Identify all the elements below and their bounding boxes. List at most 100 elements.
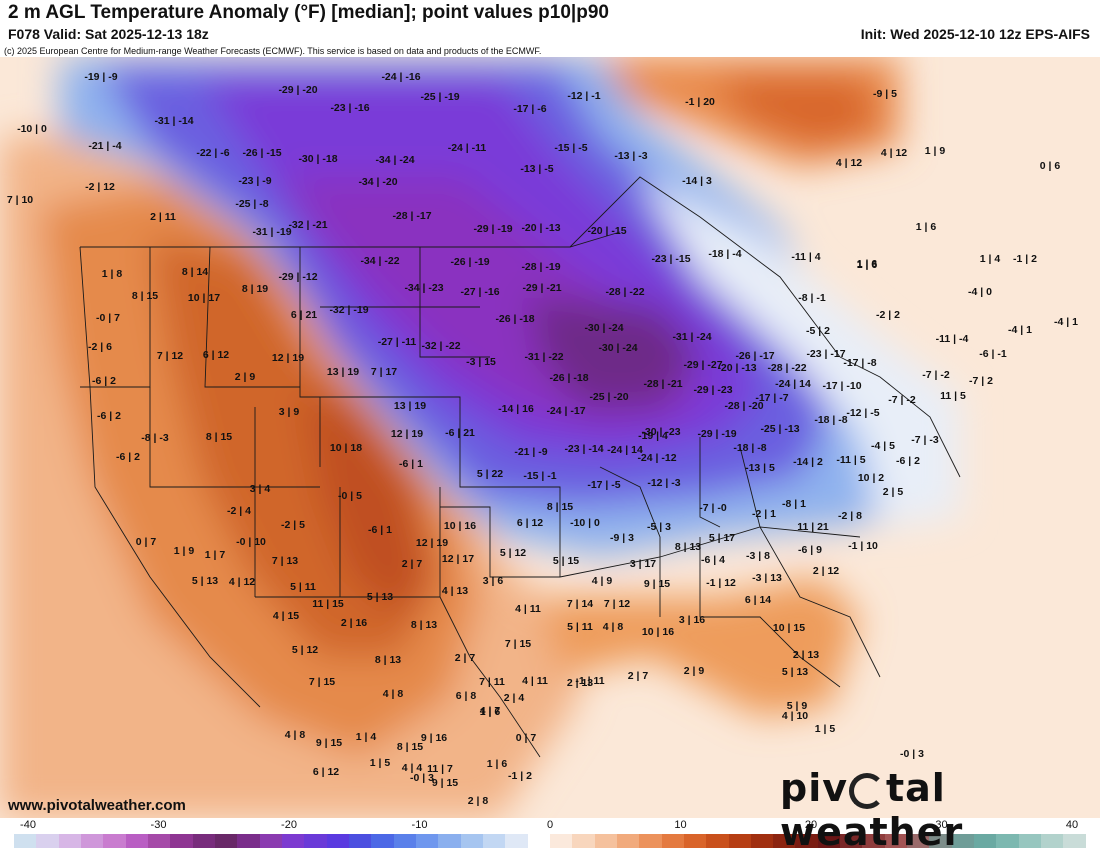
point-value-label: 5 | 22 — [477, 468, 503, 480]
point-value-label: -26 | -17 — [735, 350, 774, 362]
point-value-label: -3 | 15 — [466, 356, 496, 368]
point-value-label: 7 | 17 — [371, 366, 397, 378]
point-value-label: 1 | 7 — [205, 549, 226, 561]
colorbar-tick-label: 10 — [674, 819, 687, 831]
point-value-label: 8 | 15 — [397, 741, 423, 753]
point-value-label: 3 | 16 — [679, 614, 705, 626]
point-value-label: -31 | -19 — [252, 226, 291, 238]
point-value-label: -26 | -18 — [495, 313, 534, 325]
point-value-label: -28 | -17 — [392, 210, 431, 222]
website-link[interactable]: www.pivotalweather.com — [8, 797, 186, 814]
point-value-label: 10 | 2 — [858, 472, 884, 484]
colorbar-swatch — [795, 834, 818, 848]
init-time: Init: Wed 2025-12-10 12z EPS-AIFS — [860, 26, 1090, 42]
point-value-label: 4 | 15 — [273, 610, 299, 622]
point-value-label: -31 | -14 — [154, 115, 193, 127]
anomaly-field — [0, 57, 960, 818]
point-value-label: -6 | 1 — [368, 524, 392, 536]
point-value-label: -23 | -15 — [651, 253, 690, 265]
colorbar-ticks: -40 -30 -20 -10 0 10 20 30 40 — [0, 818, 1100, 832]
colorbar-swatch — [14, 834, 37, 848]
point-value-label: -11 | 4 — [791, 251, 820, 263]
point-value-label: 2 | 7 — [628, 670, 649, 682]
point-value-label: 5 | 9 — [787, 700, 808, 712]
point-value-label: -5 | 2 — [806, 325, 830, 337]
point-value-label: 6 | 12 — [313, 766, 339, 778]
point-value-label: -17 | -8 — [843, 357, 876, 369]
point-value-label: 12 | 17 — [442, 553, 474, 565]
colorbar-swatch — [304, 834, 327, 848]
point-value-label: -31 | -24 — [672, 331, 711, 343]
point-value-label: -9 | 5 — [873, 88, 897, 100]
point-value-label: -17 | -7 — [755, 392, 788, 404]
point-value-label: 3 | 4 — [250, 483, 271, 495]
point-value-label: 2 | 9 — [235, 371, 256, 383]
colorbar-swatch — [773, 834, 796, 848]
point-value-label: 1 | 4 — [980, 253, 1001, 265]
point-value-label: 0 | 6 — [1040, 160, 1061, 172]
point-value-label: -10 | 0 — [570, 517, 600, 529]
point-value-label: 2 | 12 — [813, 565, 839, 577]
point-value-label: -9 | 3 — [610, 532, 634, 544]
point-value-label: -2 | 5 — [281, 519, 305, 531]
point-value-label: -30 | -18 — [298, 153, 337, 165]
borders — [79, 176, 961, 758]
point-value-label: 9 | 15 — [316, 737, 342, 749]
point-value-label: -20 | -13 — [521, 222, 560, 234]
point-value-label: 6 | 12 — [203, 349, 229, 361]
point-value-label: 13 | 19 — [394, 400, 426, 412]
point-value-label: 0 | 7 — [136, 536, 157, 548]
point-value-label: -2 | 2 — [876, 309, 900, 321]
point-value-label: 2 | 8 — [468, 795, 489, 807]
point-value-label: -4 | 5 — [871, 440, 895, 452]
point-value-label: 3 | 6 — [483, 575, 504, 587]
point-value-label: 5 | 12 — [500, 547, 526, 559]
point-value-label: -20 | -13 — [717, 362, 756, 374]
point-value-label: -6 | 2 — [116, 451, 140, 463]
point-value-label: -21 | -9 — [514, 446, 547, 458]
colorbar-swatch — [706, 834, 729, 848]
point-value-label: 4 | 8 — [383, 688, 404, 700]
point-value-label: -6 | 2 — [92, 375, 116, 387]
point-value-label: 5 | 17 — [709, 532, 735, 544]
point-value-label: 0 | 7 — [516, 732, 537, 744]
point-value-label: -32 | -21 — [288, 219, 327, 231]
point-labels: -19 | -9 -10 | 0 -21 | -4 -31 | -14 -2 | 12 7… — [7, 71, 1078, 807]
point-value-label: -4 | 1 — [1054, 316, 1078, 328]
map-canvas: -19 | -9 -10 | 0 -21 | -4 -31 | -14 -2 | 12 7… — [0, 57, 1100, 818]
point-value-label: -17 | -5 — [587, 479, 620, 491]
point-value-label: -26 | -15 — [242, 147, 281, 159]
point-value-label: -13 | -5 — [520, 163, 553, 175]
colorbar-swatch — [438, 834, 461, 848]
point-value-label: -7 | -3 — [911, 434, 939, 446]
colorbar-swatch — [505, 834, 528, 848]
colorbar-tick-label: -10 — [411, 819, 428, 831]
point-value-label: -1 | 20 — [685, 96, 715, 108]
point-value-label: 1 | 4 — [356, 731, 377, 743]
colorbar-swatch — [259, 834, 282, 848]
point-value-label: -28 | -22 — [767, 362, 806, 374]
colorbar-swatch — [482, 834, 506, 848]
point-value-label: -24 | -16 — [381, 71, 420, 83]
colorbar-swatch — [840, 834, 863, 848]
point-value-label: 13 | 19 — [327, 366, 359, 378]
colorbar-swatch — [147, 834, 171, 848]
point-value-label: 11 | 15 — [312, 598, 344, 610]
colorbar-tick-label: -40 — [20, 819, 36, 831]
colorbar-swatch — [214, 834, 238, 848]
point-value-label: 4 | 8 — [603, 621, 624, 633]
point-value-label: -6 | 2 — [97, 410, 121, 422]
point-value-label: 1 | 8 — [102, 268, 123, 280]
copyright-notice: (c) 2025 European Centre for Medium-rang… — [4, 46, 542, 56]
point-value-label: 4 | 13 — [442, 585, 468, 597]
colorbar-swatch — [683, 834, 707, 848]
colorbar-swatch — [36, 834, 59, 848]
point-value-label: -30 | -24 — [584, 322, 623, 334]
point-value-label: 1 | 6 — [480, 706, 501, 718]
point-value-label: -34 | -24 — [375, 154, 414, 166]
point-value-label: -0 | 3 — [900, 748, 924, 760]
point-value-label: 2 | 13 — [567, 677, 593, 689]
point-value-label: 11 | 7 — [427, 763, 453, 775]
point-value-label: -29 | -19 — [473, 223, 512, 235]
point-value-label: 4 | 11 — [515, 603, 541, 615]
